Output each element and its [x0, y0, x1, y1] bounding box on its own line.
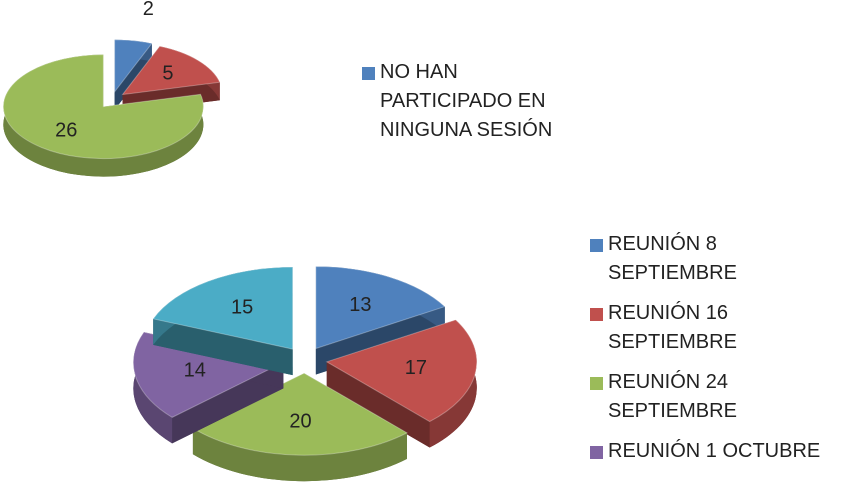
slice-top	[325, 319, 478, 423]
legend-label: REUNIÓN 16 SEPTIEMBRE	[608, 302, 737, 353]
legend-swatch	[590, 308, 603, 321]
slice-top	[2, 54, 204, 160]
slice-top	[121, 45, 221, 96]
data-label: 26	[55, 119, 77, 141]
legend-swatch	[590, 239, 603, 252]
legend-swatch	[590, 446, 603, 459]
slice-wall	[153, 318, 293, 376]
data-label: 15	[231, 297, 253, 319]
slice	[152, 266, 294, 376]
legend: REUNIÓN 8 SEPTIEMBRE REUNIÓN 16 SEPTIEMBR…	[590, 230, 840, 477]
legend-item: NO HAN PARTICIPADO EN NINGUNA SESIÓN	[362, 58, 592, 145]
slice-rim	[192, 428, 407, 482]
slice	[191, 372, 409, 482]
data-label: 14	[184, 359, 206, 381]
legend-item: REUNIÓN 8 SEPTIEMBRE	[590, 230, 840, 288]
legend-label: NO HAN PARTICIPADO EN NINGUNA SESIÓN	[380, 61, 553, 141]
slice-top	[114, 39, 153, 94]
slice-top	[191, 372, 409, 456]
slice	[325, 319, 478, 448]
slice	[2, 54, 204, 177]
legend-swatch	[590, 377, 603, 390]
legend-swatch	[362, 67, 375, 80]
data-label: 17	[405, 357, 427, 379]
slice-top	[315, 266, 446, 350]
legend-label: REUNIÓN 24 SEPTIEMBRE	[608, 371, 737, 422]
slice-top	[132, 331, 285, 418]
legend-item: REUNIÓN 24 SEPTIEMBRE	[590, 368, 840, 426]
slice-rim	[133, 332, 173, 444]
data-label: 13	[349, 294, 371, 316]
slice-wall	[326, 361, 430, 448]
legend-item: REUNIÓN 1 OCTUBRE	[590, 437, 840, 466]
data-label: 5	[162, 62, 173, 84]
legend-label: REUNIÓN 1 OCTUBRE	[608, 440, 821, 462]
slice-wall	[172, 362, 284, 444]
slice	[132, 331, 285, 444]
slice-top	[152, 266, 294, 350]
legend-label: REUNIÓN 8 SEPTIEMBRE	[608, 233, 737, 284]
legend: NO HAN PARTICIPADO EN NINGUNA SESIÓN	[362, 58, 592, 156]
data-label: 20	[289, 411, 311, 433]
data-label: 2	[143, 0, 154, 20]
legend-item: REUNIÓN 16 SEPTIEMBRE	[590, 299, 840, 357]
